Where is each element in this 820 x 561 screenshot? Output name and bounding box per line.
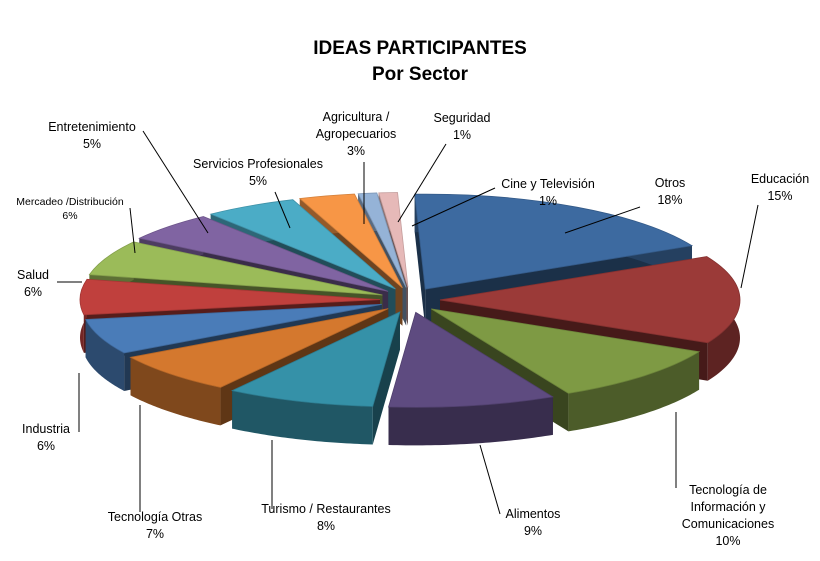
slice-label-tecnologia-otras: Tecnología Otras 7%: [108, 510, 203, 541]
slice-value-otros: 18%: [657, 193, 682, 207]
chart-title: IDEAS PARTICIPANTES: [313, 38, 527, 59]
slice-alimentos: [388, 311, 554, 408]
chart-subtitle: Por Sector: [372, 64, 469, 85]
slice-value-educacion: 15%: [767, 189, 792, 203]
slice-label-entretenimiento: Entretenimiento 5%: [48, 120, 136, 151]
slice-value-alimentos: 9%: [524, 524, 542, 538]
slice-value-industria: 6%: [37, 439, 55, 453]
slice-label-industria: Industria 6%: [22, 422, 70, 453]
leader-line-mercadeo-distribucion: [129, 207, 136, 254]
slice-cine-y-television: [378, 192, 409, 288]
slice-label-agricultura-agropecuarios: Agricultura / Agropecuarios 3%: [316, 110, 397, 158]
leader-line-cine-y-television: [411, 187, 496, 227]
slice-value-entretenimiento: 5%: [83, 137, 101, 151]
slice-label-tecnologia-de-informacion-y-comunicaciones: Tecnología de Información y Comunicaciones…: [682, 483, 774, 548]
slice-agricultura-agropecuarios: [298, 193, 403, 289]
leader-line-entretenimiento: [142, 130, 209, 234]
slice-tecnologia-de-informacion-y-comunicaciones: [431, 308, 701, 394]
slice-educacion: [439, 256, 741, 344]
slice-label-seguridad: Seguridad 1%: [434, 111, 491, 142]
leader-line-seguridad: [397, 143, 447, 223]
slice-seguridad: [357, 192, 407, 288]
slice-value-cine-y-television: 1%: [539, 194, 557, 208]
slice-value-tecnologia-otras: 7%: [146, 527, 164, 541]
slice-value-servicios-profesionales: 5%: [249, 174, 267, 188]
slice-servicios-profesionales: [209, 199, 396, 290]
leader-line-educacion: [740, 204, 759, 289]
slice-value-tecnologia-de-informacion-y-comunicaciones: 10%: [715, 534, 740, 548]
slice-label-educacion: Educación 15%: [751, 172, 809, 203]
slice-entretenimiento: [138, 216, 389, 292]
slice-label-mercadeo-distribucion: Mercadeo /Distribución 6%: [16, 196, 124, 222]
leader-line-otros: [564, 206, 641, 234]
slice-value-agricultura-agropecuarios: 3%: [347, 144, 365, 158]
slice-otros: [414, 193, 694, 290]
slice-label-turismo-restaurantes: Turismo / Restaurantes 8%: [261, 502, 390, 533]
slice-label-cine-y-television: Cine y Televisión 1%: [501, 177, 595, 208]
slice-label-salud: Salud 6%: [17, 268, 49, 299]
slice-industria: [85, 303, 382, 354]
slice-value-turismo-restaurantes: 8%: [317, 519, 335, 533]
slice-turismo-restaurantes: [230, 311, 401, 407]
leader-line-alimentos: [479, 444, 501, 515]
slice-label-alimentos: Alimentos 9%: [506, 507, 561, 538]
slice-label-otros: Otros 18%: [655, 176, 686, 207]
slice-salud: [79, 278, 381, 316]
slice-value-salud: 6%: [24, 285, 42, 299]
slice-value-mercadeo-distribucion: 6%: [62, 210, 77, 222]
slice-value-seguridad: 1%: [453, 128, 471, 142]
slice-label-servicios-profesionales: Servicios Profesionales 5%: [193, 157, 323, 188]
leader-line-servicios-profesionales: [274, 191, 291, 229]
slice-tecnologia-otras: [129, 308, 389, 388]
